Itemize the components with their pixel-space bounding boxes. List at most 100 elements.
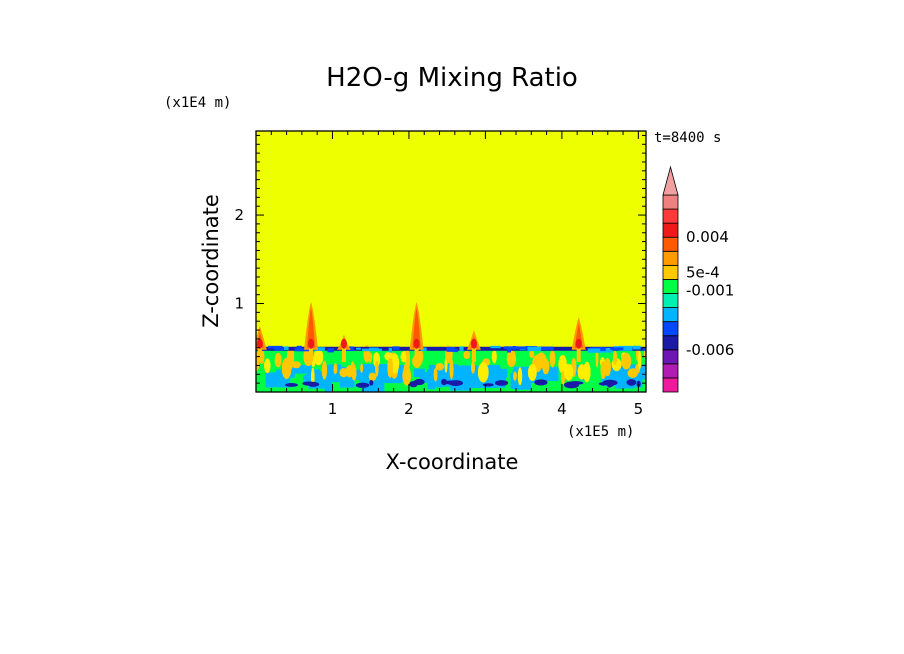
band-patch [538, 346, 554, 351]
time-label: t=8400 s [654, 130, 721, 146]
yellow-streak [435, 362, 445, 371]
surface-blob [302, 381, 316, 386]
band-patch [587, 348, 601, 353]
yellow-streak [372, 352, 381, 368]
yellow-streak [281, 357, 292, 380]
band-patch [610, 347, 624, 351]
yellow-streak [561, 371, 566, 385]
band-patch [369, 347, 379, 352]
colorbar-segment [662, 194, 679, 210]
plume-5 [571, 316, 586, 362]
x-tick-label: 1 [328, 400, 338, 418]
yellow-streak [621, 352, 632, 370]
plume-core [307, 307, 316, 348]
yellow-streak [387, 357, 394, 378]
band-patch [296, 345, 302, 351]
yellow-streak [463, 350, 471, 360]
colorbar-segment [662, 321, 679, 337]
plume-3 [409, 301, 424, 362]
plot-area [255, 130, 647, 393]
yellow-streak [264, 358, 271, 374]
plot-frame [255, 130, 647, 393]
band-patch [314, 347, 325, 351]
colorbar-segment [662, 222, 679, 238]
colorbar-label: 5e-4 [686, 263, 720, 281]
yellow-streak [321, 360, 328, 380]
surface-blob [441, 378, 448, 386]
yellow-streak [333, 363, 338, 375]
y-tick-label: 1 [234, 295, 244, 313]
chart-title: H2O-g Mixing Ratio [326, 63, 578, 93]
yellow-streak [517, 367, 523, 386]
surface-blob [409, 380, 418, 388]
yellow-streak [491, 349, 497, 364]
x-tick-label: 2 [404, 400, 414, 418]
plume-column [576, 347, 581, 362]
band-patch [327, 348, 334, 353]
surface-blob [602, 379, 618, 386]
x-units-label: (x1E5 m) [567, 424, 634, 440]
plume-1 [304, 301, 319, 362]
yellow-streak [471, 361, 476, 374]
colorbar-label: -0.001 [686, 282, 734, 300]
cyan-patch [413, 368, 425, 377]
yellow-streak [360, 363, 364, 373]
yellow-streak [583, 361, 591, 383]
yellow-streak [549, 350, 556, 368]
cyan-patch [569, 365, 585, 376]
yellow-streak [612, 350, 618, 365]
yellow-streak [595, 348, 599, 368]
yellow-streak [375, 360, 379, 377]
band-patch [268, 345, 283, 349]
colorbar-segment [662, 208, 679, 224]
surface-blob [626, 379, 637, 386]
colorbar-segment [662, 307, 679, 323]
plume-core [412, 307, 421, 348]
colorbar-segment [662, 349, 679, 365]
yellow-streak [506, 349, 517, 368]
band-patch [283, 346, 289, 350]
yellow-streak [433, 367, 438, 382]
band-patch [632, 345, 641, 350]
yellow-streak [274, 352, 282, 368]
colorbar-segment [662, 279, 679, 294]
yellow-streak [529, 350, 535, 359]
plume-base [470, 338, 477, 349]
colorbar-segment [662, 236, 679, 252]
surface-blob [482, 383, 494, 387]
band-patch [642, 347, 646, 351]
cyan-patch [512, 372, 523, 382]
plume-column [257, 347, 262, 362]
surface-blob [369, 379, 374, 386]
band-patch [446, 346, 456, 352]
plume-0 [256, 325, 267, 362]
yellow-streak [404, 349, 411, 371]
surface-blob [494, 380, 509, 386]
band-patch [600, 347, 613, 353]
band-patch [527, 346, 542, 352]
yellow-streak [367, 352, 372, 363]
x-tick-label: 5 [634, 400, 644, 418]
yellow-streak [291, 348, 295, 366]
cyan-patch [286, 364, 312, 374]
cyan-patch [465, 368, 478, 379]
y-units-label: (x1E4 m) [164, 95, 231, 111]
band-patch [392, 346, 400, 350]
colorbar-segment [662, 363, 679, 379]
colorbar-segment [662, 377, 679, 393]
yellow-streak [603, 358, 612, 377]
surface-blob [534, 379, 548, 386]
x-axis-label: X-coordinate [386, 450, 519, 474]
yellow-streak [536, 352, 547, 369]
yellow-streak [637, 350, 642, 370]
surface-blob [355, 382, 370, 388]
x-ticks: 1 2 3 4 5 [270, 131, 644, 418]
yellow-streak [368, 372, 377, 381]
yellow-streak [563, 363, 574, 381]
x-tick-label: 4 [557, 400, 567, 418]
yellow-streak [513, 371, 517, 381]
surface-blob [636, 380, 641, 388]
cyan-patch [265, 372, 275, 388]
surface-blob [568, 381, 584, 385]
